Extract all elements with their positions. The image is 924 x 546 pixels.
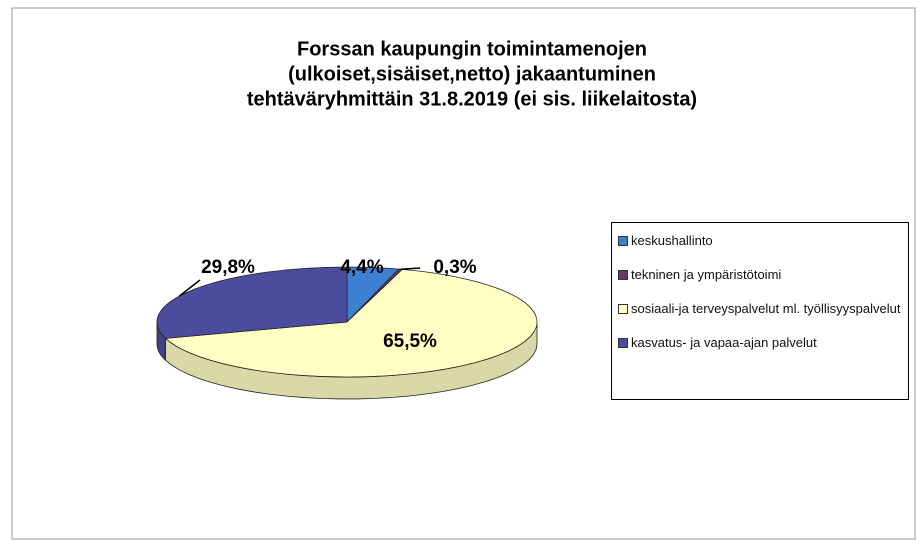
legend-swatch xyxy=(618,304,628,314)
data-label: 0,3% xyxy=(433,257,476,278)
legend-swatch xyxy=(618,236,628,246)
pie-slice xyxy=(156,266,348,339)
chart-title: (ulkoiset,sisäiset,netto) jakaantuminen xyxy=(288,63,656,85)
chart-frame xyxy=(11,7,916,540)
legend-swatch xyxy=(618,270,628,280)
legend-item: tekninen ja ympäristötoimi xyxy=(618,267,902,282)
leader-line xyxy=(178,279,201,297)
pie-slice xyxy=(164,268,538,378)
chart-title: Forssan kaupungin toimintamenojen xyxy=(297,38,647,60)
legend-label: keskushallinto xyxy=(631,233,713,248)
legend-item: keskushallinto xyxy=(618,233,902,248)
chart-title: tehtäväryhmittäin 31.8.2019 (ei sis. lii… xyxy=(247,88,697,110)
legend: keskushallinto tekninen ja ympäristötoimi… xyxy=(611,222,909,400)
legend-item: kasvatus- ja vapaa-ajan palvelut xyxy=(618,335,902,350)
legend-swatch xyxy=(618,338,628,348)
leader-line xyxy=(400,267,421,270)
data-label: 65,5% xyxy=(383,331,437,352)
legend-label: kasvatus- ja vapaa-ajan palvelut xyxy=(631,335,817,350)
data-label: 29,8% xyxy=(201,257,255,278)
data-label: 4,4% xyxy=(340,257,383,278)
legend-item: sosiaali-ja terveyspalvelut ml. työllisy… xyxy=(618,301,902,316)
legend-label: tekninen ja ympäristötoimi xyxy=(631,267,782,282)
legend-label: sosiaali-ja terveyspalvelut ml. työllisy… xyxy=(631,301,901,316)
